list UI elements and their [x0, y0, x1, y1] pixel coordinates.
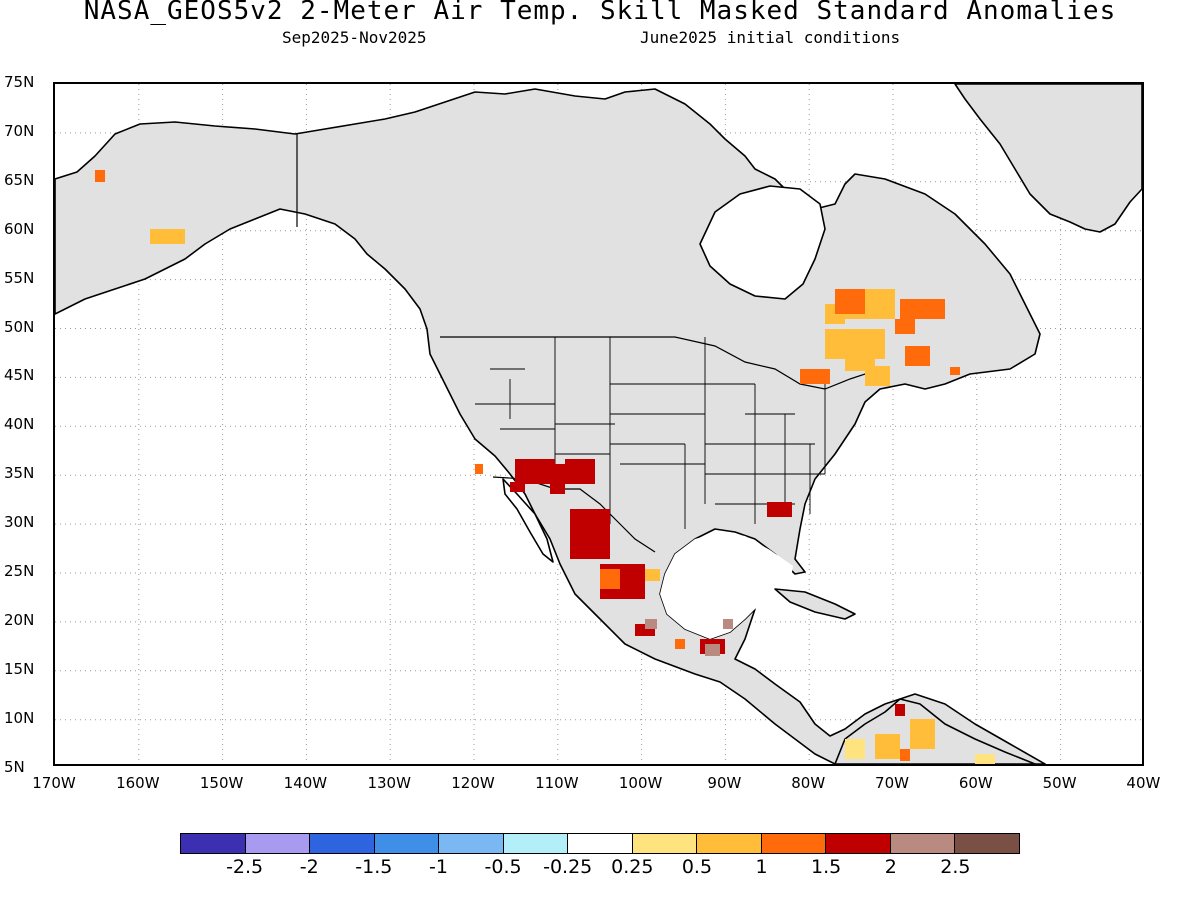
longitude-tick-label: 70W [875, 774, 909, 792]
colorbar-label: 1 [755, 856, 768, 878]
longitude-tick-label: 100W [618, 774, 663, 792]
longitude-tick-label: 110W [535, 774, 579, 792]
colorbar-label: 2 [884, 856, 897, 878]
anomaly-cell [705, 644, 720, 656]
latitude-tick-label: 70N [4, 121, 35, 140]
colorbar-swatch [955, 834, 1019, 853]
colorbar-label: 2.5 [940, 856, 971, 878]
colorbar-label: -1.5 [355, 856, 393, 878]
anomaly-cell [570, 509, 610, 559]
colorbar-swatch [503, 834, 569, 853]
anomaly-cell [900, 749, 910, 761]
colorbar-swatch [245, 834, 311, 853]
longitude-tick-label: 90W [707, 774, 742, 792]
anomaly-map [55, 84, 1142, 764]
colorbar-swatch [697, 834, 762, 853]
anomaly-cell [150, 229, 185, 244]
anomaly-cell [910, 719, 935, 749]
longitude-tick-label: 40W [1126, 774, 1161, 792]
colorbar-swatch [568, 834, 633, 853]
latitude-tick-label: 25N [4, 562, 35, 580]
latitude-tick-label: 50N [4, 317, 35, 336]
anomaly-cell [515, 459, 555, 484]
gulf-of-california-water [502, 478, 554, 563]
colorbar-label: 1.5 [811, 856, 842, 878]
colorbar-label: 0.25 [611, 856, 654, 878]
gulf-of-mexico-water [660, 532, 793, 639]
anomaly-cell [895, 319, 915, 334]
colorbar-swatch [890, 834, 956, 853]
anomaly-cell [900, 299, 945, 319]
colorbar-swatch [310, 834, 375, 853]
anomaly-cell [905, 346, 930, 366]
anomaly-cell [550, 464, 565, 494]
longitude-tick-label: 60W [958, 774, 993, 792]
latitude-tick-label: 55N [4, 268, 35, 287]
anomaly-cell [95, 170, 105, 182]
colorbar-label: -1 [428, 856, 448, 878]
anomaly-cell [845, 346, 875, 371]
colorbar-swatch [374, 834, 440, 853]
longitude-tick-label: 150W [199, 774, 244, 792]
colorbar-swatch [632, 834, 698, 853]
anomaly-patches [95, 170, 995, 764]
anomaly-cell [800, 369, 830, 384]
longitude-tick-label: 170W [32, 774, 76, 792]
latitude-tick-label: 45N [4, 366, 35, 385]
anomaly-cell [600, 569, 620, 589]
forecast-period: Sep2025-Nov2025 [282, 28, 427, 47]
anomaly-cell [510, 482, 525, 492]
anomaly-cell [723, 619, 733, 629]
anomaly-cell [845, 739, 865, 759]
colorbar-swatch [439, 834, 504, 853]
longitude-tick-label: 130W [367, 774, 411, 792]
anomaly-cell [835, 289, 865, 314]
latitude-tick-label: 5N [4, 757, 25, 776]
colorbar [180, 833, 1020, 854]
latitude-tick-label: 60N [4, 219, 35, 238]
map-panel [53, 82, 1144, 766]
map-title: NASA_GEOS5v2 2-Meter Air Temp. Skill Mas… [83, 0, 1117, 26]
colorbar-label: -0.25 [543, 856, 593, 878]
longitude-tick-label: 160W [116, 774, 160, 792]
us-state-lines [475, 337, 826, 529]
latitude-tick-label: 65N [4, 170, 35, 189]
anomaly-cell [475, 464, 483, 474]
anomaly-cell [565, 459, 595, 484]
cuba-land [774, 588, 856, 620]
anomaly-cell [975, 754, 995, 764]
colorbar-swatch [826, 834, 891, 853]
colorbar-swatch [181, 834, 246, 853]
longitude-tick-label: 120W [451, 774, 495, 792]
anomaly-cell [675, 639, 685, 649]
colorbar-label: 0.5 [681, 856, 713, 878]
anomaly-cell [875, 734, 900, 759]
anomaly-cell [645, 569, 660, 581]
anomaly-cell [645, 619, 657, 629]
longitude-tick-label: 50W [1042, 774, 1077, 792]
colorbar-swatch [761, 834, 827, 853]
north-america-land [55, 88, 1046, 764]
longitude-tick-label: 140W [283, 774, 328, 792]
colorbar-label: -2 [299, 856, 319, 878]
latitude-tick-label: 40N [4, 415, 35, 434]
land-masses [55, 84, 1142, 764]
latitude-tick-label: 20N [4, 610, 35, 629]
latitude-tick-label: 75N [4, 73, 35, 91]
greenland-land [954, 84, 1142, 233]
colorbar-label: -2.5 [226, 856, 264, 878]
us-canada-border [440, 336, 886, 390]
anomaly-cell [895, 704, 905, 716]
latitude-tick-label: 10N [4, 708, 35, 727]
latitude-tick-label: 30N [4, 513, 35, 532]
longitude-tick-label: 80W [791, 774, 826, 792]
hudson-bay-water [699, 185, 826, 300]
initial-conditions: June2025 initial conditions [640, 28, 901, 47]
anomaly-cell [767, 502, 792, 517]
anomaly-cell [950, 367, 960, 375]
colorbar-label: -0.5 [484, 856, 522, 878]
latitude-tick-label: 35N [4, 464, 35, 483]
latitude-tick-label: 15N [4, 659, 35, 678]
